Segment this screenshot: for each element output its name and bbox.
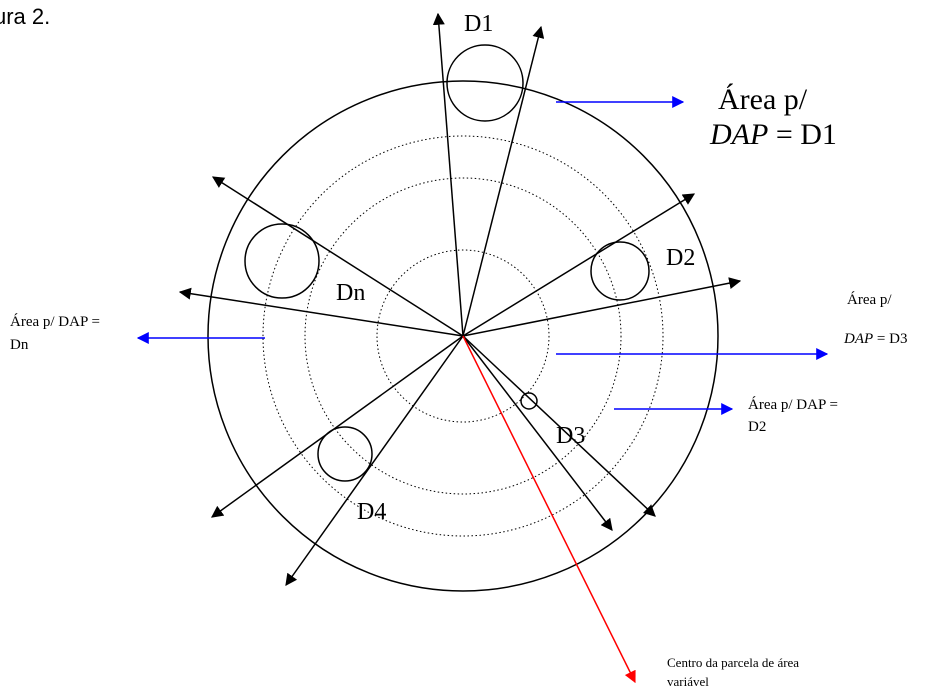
callout-dn-line2: Dn: [10, 337, 29, 353]
callout-dn-line1: Área p/ DAP =: [10, 313, 100, 330]
callout-center: Centro da parcela de área variável: [667, 655, 799, 689]
tree-circle-d4: [317, 426, 373, 482]
callout-dn: Área p/ DAP = Dn: [10, 313, 100, 353]
arrow-d4-right: [285, 335, 464, 586]
callout-center-line1: Centro da parcela de área: [667, 655, 799, 670]
dotted-ring-1: [376, 249, 550, 423]
callout-d3-value: = D3: [873, 331, 907, 347]
callout-d2: Área p/ DAP = D2: [748, 396, 838, 435]
center-pointer-arrow: [462, 335, 636, 684]
tree-circle-d2: [590, 241, 650, 301]
callout-d3-line2: DAP = D3: [843, 331, 907, 347]
callout-center-line2: variável: [667, 674, 709, 689]
dotted-ring-3: [262, 135, 664, 537]
callout-d3-var: DAP: [843, 331, 873, 347]
callout-d1-var: DAP: [709, 118, 768, 151]
arrow-d1-left: [432, 12, 464, 337]
callout-d3: Área p/ DAP = D3: [843, 291, 907, 347]
label-d1: D1: [464, 11, 493, 37]
label-dn: Dn: [336, 280, 365, 306]
label-d4: D4: [357, 499, 386, 525]
callout-d1: Área p/ DAP = D1: [709, 83, 837, 151]
arrow-d4-left: [211, 335, 464, 518]
arrow-dn-lower: [178, 287, 464, 337]
label-d3: D3: [556, 423, 585, 449]
dotted-ring-2: [304, 177, 622, 495]
arrow-dn-upper: [211, 176, 464, 337]
arrow-d1-right: [462, 25, 545, 337]
figure-caption: ura 2.: [0, 4, 50, 29]
callout-d2-line2: D2: [748, 419, 766, 435]
arrow-d2-lower: [462, 277, 742, 337]
tree-circle-d3: [520, 392, 538, 410]
callout-d3-line1: Área p/: [847, 291, 892, 308]
tree-circle-d1: [446, 44, 524, 122]
callout-d1-line2: DAP = D1: [709, 118, 837, 151]
arrow-d3-upper: [462, 335, 656, 517]
label-d2: D2: [666, 245, 695, 271]
arrow-d3-lower: [462, 335, 613, 531]
callout-d1-value: = D1: [768, 118, 837, 151]
tree-circle-dn: [244, 223, 320, 299]
callout-d2-line1: Área p/ DAP =: [748, 396, 838, 413]
arrow-d2-upper: [462, 193, 696, 337]
tangent-arrows: [178, 12, 742, 586]
callout-d1-line1: Área p/: [718, 83, 808, 116]
outer-plot-circle: [207, 80, 719, 592]
